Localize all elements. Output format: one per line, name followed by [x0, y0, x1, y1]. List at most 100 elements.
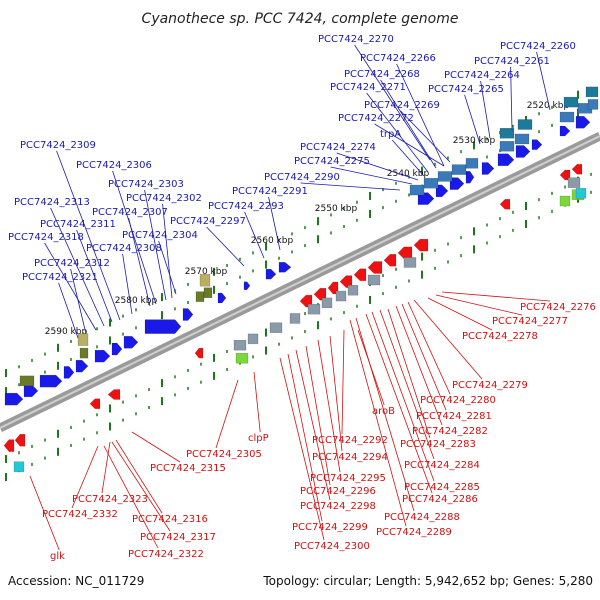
gene-feature-box — [13, 461, 25, 473]
gene-feature-box — [451, 164, 467, 175]
callout-line — [128, 217, 151, 307]
gene-label-pcc7424-2298: PCC7424_2298 — [300, 501, 376, 512]
accession-text: Accession: NC_011729 — [8, 574, 144, 588]
gene-label-pcc7424-2266: PCC7424_2266 — [360, 53, 436, 64]
kbp-tick-label: 2580 kbp — [115, 296, 158, 306]
gene-feature-box — [559, 111, 575, 123]
forward-gene-arrow — [23, 384, 39, 398]
callout-line — [300, 182, 401, 191]
reverse-gene-arrow — [3, 439, 15, 452]
gene-feature-box — [499, 141, 515, 152]
gene-label-pcc7424-2268: PCC7424_2268 — [344, 69, 420, 80]
gene-label-pcc7424-2265: PCC7424_2265 — [428, 84, 504, 95]
gene-label-pcc7424-2281: PCC7424_2281 — [416, 411, 492, 422]
callout-line — [329, 335, 343, 452]
gene-feature-box — [514, 133, 530, 145]
gene-label-pcc7424-2276: PCC7424_2276 — [520, 302, 596, 313]
callout-line — [365, 313, 433, 494]
callout-line — [56, 150, 121, 321]
gene-feature-box — [233, 339, 247, 351]
forward-gene-arrow — [449, 177, 465, 190]
gene-feature-box — [587, 99, 599, 110]
gene-feature-box — [423, 177, 439, 189]
gene-label-pcc7424-2315: PCC7424_2315 — [150, 463, 226, 474]
gene-feature-box — [235, 352, 249, 364]
callout-line — [480, 80, 491, 139]
forward-gene-arrow — [435, 184, 449, 198]
callout-line — [536, 51, 551, 111]
gene-feature-box — [347, 284, 359, 296]
callout-line — [50, 207, 105, 327]
reverse-gene-arrow — [383, 253, 397, 267]
callout-line — [71, 445, 99, 509]
kbp-tick-label: 2530 kbp — [453, 136, 496, 146]
gene-label-pcc7424-2303: PCC7424_2303 — [108, 179, 184, 190]
gene-label-pcc7424-2317: PCC7424_2317 — [140, 532, 216, 543]
gene-label-pcc7424-2288: PCC7424_2288 — [384, 512, 460, 523]
callout-line — [427, 297, 493, 331]
gene-label-pcc7424-2292: PCC7424_2292 — [312, 435, 388, 446]
callout-line — [29, 475, 60, 551]
gene-label-pcc7424-2307: PCC7424_2307 — [92, 207, 168, 218]
callout-line — [354, 44, 431, 161]
callout-line — [407, 301, 451, 395]
genome-backbone-highlight — [0, 135, 600, 429]
forward-gene-arrow — [575, 116, 591, 129]
gene-feature-box — [203, 287, 213, 299]
gene-label-pcc7424-2313: PCC7424_2313 — [14, 197, 90, 208]
forward-gene-arrow — [94, 349, 111, 363]
gene-feature-box — [517, 119, 533, 130]
gene-label-pcc7424-2312: PCC7424_2312 — [34, 258, 110, 269]
callout-line — [401, 303, 447, 411]
gene-feature-box — [403, 257, 417, 268]
reverse-gene-arrow — [413, 238, 429, 252]
reverse-gene-arrow — [367, 261, 383, 274]
gene-label-pcc7424-2318: PCC7424_2318 — [8, 232, 84, 243]
callout-line — [295, 349, 331, 501]
callout-line — [355, 317, 415, 512]
callout-line — [122, 253, 133, 315]
gene-feature-box — [247, 333, 259, 345]
callout-line — [268, 196, 281, 251]
gene-feature-box — [437, 171, 453, 182]
reverse-gene-arrow — [194, 347, 204, 359]
gene-label-pcc7424-2294: PCC7424_2294 — [312, 452, 388, 463]
callout-line — [287, 353, 323, 522]
callout-line — [144, 189, 167, 301]
gene-label-glk: glk — [50, 551, 65, 562]
callout-line — [206, 226, 245, 267]
callout-line — [244, 211, 265, 259]
gene-feature-box — [575, 187, 587, 199]
gene-feature-box — [465, 158, 479, 169]
kbp-tick-label: 2560 kbp — [251, 236, 294, 246]
gene-label-pcc7424-2332: PCC7424_2332 — [42, 509, 118, 520]
kbp-tick-label: 2540 kbp — [387, 169, 430, 179]
gene-label-pcc7424-2282: PCC7424_2282 — [412, 426, 488, 437]
callout-line — [158, 240, 177, 295]
callout-line — [103, 445, 159, 549]
gene-label-arob: aroB — [372, 406, 395, 417]
gene-label-pcc7424-2269: PCC7424_2269 — [364, 100, 440, 111]
callout-line — [371, 311, 435, 482]
gene-label-pcc7424-2289: PCC7424_2289 — [376, 527, 452, 538]
forward-gene-arrow — [63, 366, 75, 379]
gene-label-pcc7424-2284: PCC7424_2284 — [404, 460, 480, 471]
gene-feature-box — [367, 274, 381, 286]
forward-gene-arrow — [481, 162, 495, 175]
callout-line — [162, 203, 173, 299]
callout-line — [112, 170, 157, 305]
forward-gene-arrow — [39, 374, 63, 388]
callout-line — [435, 294, 523, 316]
callout-line — [111, 441, 171, 532]
forward-gene-arrow — [531, 139, 543, 150]
gene-label-pcc7424-2322: PCC7424_2322 — [128, 549, 204, 560]
gene-label-pcc7424-2300: PCC7424_2300 — [294, 541, 370, 552]
gene-label-clpp: clpP — [248, 433, 269, 444]
kbp-tick-label: 2590 kbp — [45, 327, 88, 337]
gene-feature-box — [559, 195, 571, 207]
callout-line — [349, 319, 407, 527]
callout-line — [131, 431, 181, 463]
gene-label-pcc7424-2306: PCC7424_2306 — [76, 160, 152, 171]
